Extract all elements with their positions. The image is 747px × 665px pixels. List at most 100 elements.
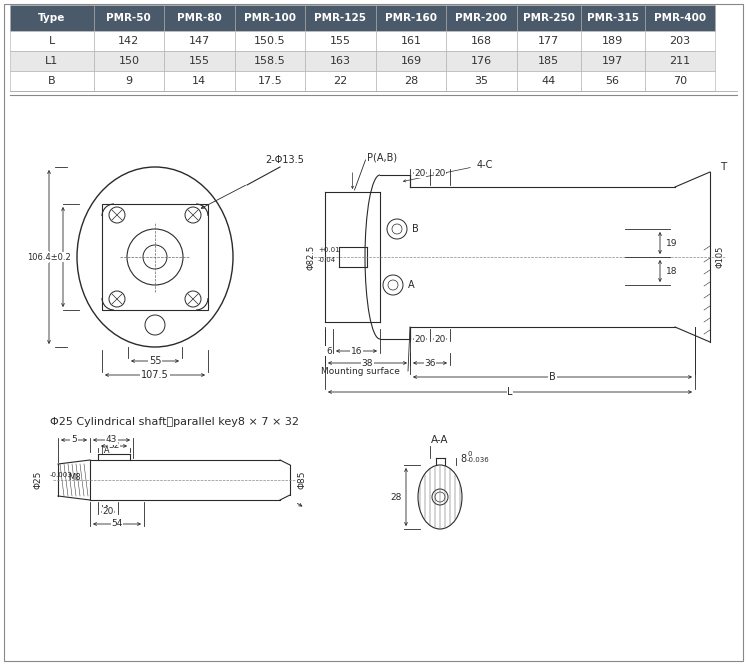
Text: PMR-250: PMR-250 xyxy=(523,13,574,23)
Text: 44: 44 xyxy=(542,76,556,86)
Text: 158.5: 158.5 xyxy=(254,56,286,66)
Bar xyxy=(235,5,306,31)
Bar xyxy=(446,5,517,31)
Text: 177: 177 xyxy=(538,36,560,46)
Text: PMR-50: PMR-50 xyxy=(107,13,151,23)
Text: 5: 5 xyxy=(71,436,77,444)
Text: 0: 0 xyxy=(467,452,471,458)
Bar xyxy=(306,31,376,51)
Text: 130: 130 xyxy=(30,252,49,262)
Text: 19: 19 xyxy=(666,239,678,247)
Text: 147: 147 xyxy=(189,36,210,46)
Bar xyxy=(93,51,164,71)
Text: 8: 8 xyxy=(460,454,466,464)
Bar xyxy=(446,71,517,91)
Text: L: L xyxy=(49,36,55,46)
Text: 16: 16 xyxy=(351,346,362,356)
Bar xyxy=(376,5,446,31)
Text: PMR-315: PMR-315 xyxy=(586,13,639,23)
Text: T: T xyxy=(720,162,726,172)
Bar xyxy=(580,5,645,31)
Text: Φ25 Cylindrical shaft，parallel key8 × 7 × 32: Φ25 Cylindrical shaft，parallel key8 × 7 … xyxy=(50,417,299,427)
Text: +0.01: +0.01 xyxy=(318,247,340,253)
Text: 20: 20 xyxy=(415,168,426,178)
Bar xyxy=(645,5,715,31)
Text: -0.003: -0.003 xyxy=(50,472,72,478)
Text: 142: 142 xyxy=(118,36,140,46)
Bar xyxy=(10,5,93,31)
Bar xyxy=(235,71,306,91)
Bar xyxy=(306,51,376,71)
Bar xyxy=(10,51,93,71)
Text: 169: 169 xyxy=(400,56,421,66)
Text: PMR-100: PMR-100 xyxy=(244,13,296,23)
Bar xyxy=(93,71,164,91)
Text: 55: 55 xyxy=(149,356,161,366)
Bar xyxy=(164,71,235,91)
Text: 189: 189 xyxy=(602,36,623,46)
Text: 155: 155 xyxy=(189,56,210,66)
Text: 161: 161 xyxy=(400,36,421,46)
Text: B: B xyxy=(412,224,419,234)
Text: Φ82.5: Φ82.5 xyxy=(306,245,315,269)
Bar xyxy=(645,71,715,91)
Text: 70: 70 xyxy=(673,76,687,86)
Bar xyxy=(645,51,715,71)
Bar xyxy=(93,31,164,51)
Text: PMR-125: PMR-125 xyxy=(314,13,367,23)
Bar xyxy=(10,71,93,91)
Text: 4-C: 4-C xyxy=(477,160,493,170)
Text: L: L xyxy=(507,387,512,397)
Text: 20: 20 xyxy=(415,334,426,344)
Bar xyxy=(517,5,580,31)
Text: L1: L1 xyxy=(45,56,58,66)
Bar xyxy=(235,31,306,51)
Text: 56: 56 xyxy=(606,76,620,86)
Text: 211: 211 xyxy=(669,56,690,66)
Text: 2-Φ13.5: 2-Φ13.5 xyxy=(265,155,304,165)
Text: 17.5: 17.5 xyxy=(258,76,282,86)
Text: PMR-160: PMR-160 xyxy=(385,13,437,23)
Text: Φ85: Φ85 xyxy=(297,471,306,489)
Bar xyxy=(446,51,517,71)
Text: 43: 43 xyxy=(106,436,117,444)
Text: 28: 28 xyxy=(404,76,418,86)
Text: B: B xyxy=(48,76,55,86)
Bar xyxy=(446,31,517,51)
Bar xyxy=(376,31,446,51)
Text: 18: 18 xyxy=(666,267,678,275)
Text: 168: 168 xyxy=(471,36,492,46)
Text: 9: 9 xyxy=(125,76,132,86)
Bar xyxy=(164,31,235,51)
Bar xyxy=(306,71,376,91)
Text: -0.036: -0.036 xyxy=(467,458,490,464)
Text: 107.5: 107.5 xyxy=(141,370,169,380)
Text: 36: 36 xyxy=(424,358,436,368)
Text: B: B xyxy=(549,372,556,382)
Bar xyxy=(93,5,164,31)
Bar xyxy=(517,31,580,51)
Text: Type: Type xyxy=(38,13,66,23)
Text: 203: 203 xyxy=(669,36,690,46)
Bar xyxy=(10,31,93,51)
Bar xyxy=(580,51,645,71)
Text: 176: 176 xyxy=(471,56,492,66)
Text: Mounting surface: Mounting surface xyxy=(321,366,400,376)
Text: 106.4±0.2: 106.4±0.2 xyxy=(27,253,71,261)
Text: Φ25: Φ25 xyxy=(34,471,43,489)
Text: 35: 35 xyxy=(474,76,489,86)
Text: 22: 22 xyxy=(333,76,347,86)
Bar xyxy=(580,71,645,91)
Bar xyxy=(645,31,715,51)
Text: M8: M8 xyxy=(68,473,81,481)
Bar xyxy=(164,51,235,71)
Text: |A: |A xyxy=(101,446,110,455)
Text: 54: 54 xyxy=(111,519,123,529)
Text: 28: 28 xyxy=(391,493,402,501)
Bar xyxy=(517,51,580,71)
Text: 20: 20 xyxy=(434,334,446,344)
Text: PMR-80: PMR-80 xyxy=(177,13,222,23)
Text: 6: 6 xyxy=(326,346,332,356)
Text: 155: 155 xyxy=(330,36,351,46)
Bar xyxy=(580,31,645,51)
